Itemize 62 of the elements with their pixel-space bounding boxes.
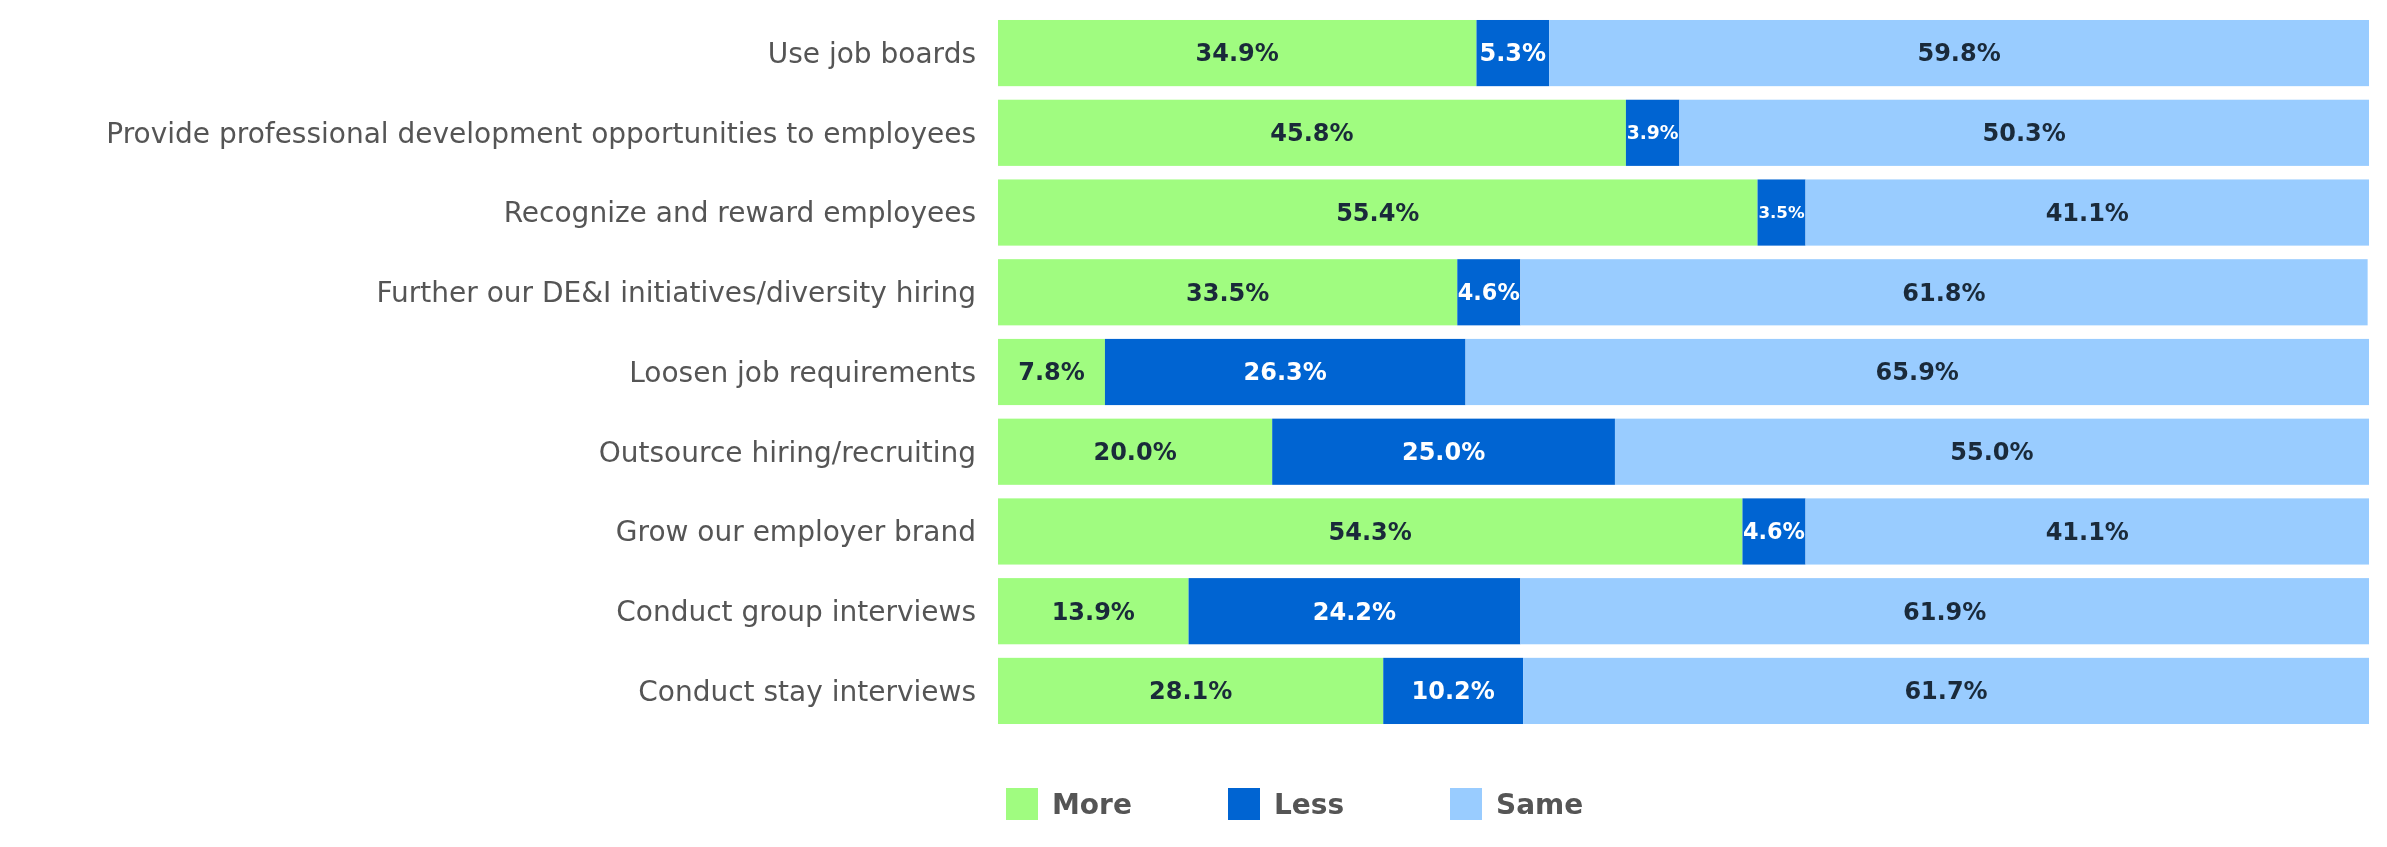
data-label: 61.7% xyxy=(1904,677,1988,706)
data-label: 24.2% xyxy=(1312,597,1397,626)
y-tick-label: Provide professional development opportunities to employees xyxy=(106,116,976,150)
data-label: 61.8% xyxy=(1902,278,1986,307)
y-tick-label: Grow our employer brand xyxy=(615,515,976,549)
data-label: 54.3% xyxy=(1328,517,1412,546)
bar xyxy=(1383,657,1524,725)
data-label: 45.8% xyxy=(1270,119,1354,148)
bar xyxy=(1520,259,2368,326)
data-label: 28.1% xyxy=(1148,677,1233,706)
data-label: 4.6% xyxy=(1457,279,1520,306)
y-tick-label: Recognize and reward employees xyxy=(503,196,976,230)
bar xyxy=(1805,498,2369,565)
data-label: 4.6% xyxy=(1742,518,1805,545)
y-tick-label: Further our DE&I initiatives/diversity hiring xyxy=(376,276,976,310)
bar xyxy=(998,338,1105,406)
bar xyxy=(1614,418,2369,485)
bar xyxy=(998,657,1384,725)
y-tick-label: Conduct group interviews xyxy=(616,594,976,628)
bar xyxy=(1520,578,2369,645)
data-label: 3.5% xyxy=(1758,203,1805,223)
legend-label: Less xyxy=(1274,787,1345,821)
data-label: 26.3% xyxy=(1243,358,1327,387)
data-label: 41.1% xyxy=(2045,517,2129,546)
data-label: 33.5% xyxy=(1186,278,1270,307)
data-label: 7.8% xyxy=(1018,358,1085,387)
bar xyxy=(998,578,1189,645)
bar xyxy=(1188,578,1521,645)
legend-label: More xyxy=(1052,787,1132,821)
bar xyxy=(1805,179,2369,246)
bar xyxy=(1272,418,1615,485)
bar xyxy=(1549,19,2369,87)
y-tick-label: Loosen job requirements xyxy=(629,355,976,389)
data-label: 3.9% xyxy=(1626,122,1679,144)
data-label: 50.3% xyxy=(1982,119,2066,148)
data-label: 59.8% xyxy=(1917,39,2001,68)
bar xyxy=(1757,179,1806,246)
data-label: 41.1% xyxy=(2045,198,2129,227)
bar xyxy=(1523,657,2369,725)
data-label: 20.0% xyxy=(1093,438,1177,467)
bar xyxy=(998,418,1273,485)
data-label: 25.0% xyxy=(1401,438,1486,467)
bar xyxy=(998,259,1458,326)
data-label: 10.2% xyxy=(1411,677,1495,706)
data-label: 65.9% xyxy=(1875,358,1959,387)
bar xyxy=(998,19,1477,87)
data-label: 13.9% xyxy=(1051,597,1135,626)
data-label: 55.4% xyxy=(1336,198,1420,227)
data-label: 5.3% xyxy=(1479,39,1547,68)
bar xyxy=(998,179,1758,246)
data-label: 34.9% xyxy=(1195,39,1279,68)
bar xyxy=(1679,99,2369,166)
legend-label: Same xyxy=(1496,787,1584,821)
data-label: 61.9% xyxy=(1903,597,1987,626)
y-tick-label: Conduct stay interviews xyxy=(638,674,976,708)
bar xyxy=(998,99,1626,166)
y-tick-label: Use job boards xyxy=(767,36,976,70)
bar xyxy=(1104,338,1466,406)
data-label: 55.0% xyxy=(1950,438,2034,467)
y-tick-label: Outsource hiring/recruiting xyxy=(598,435,976,469)
bar xyxy=(1465,338,2369,406)
bar xyxy=(998,498,1743,565)
